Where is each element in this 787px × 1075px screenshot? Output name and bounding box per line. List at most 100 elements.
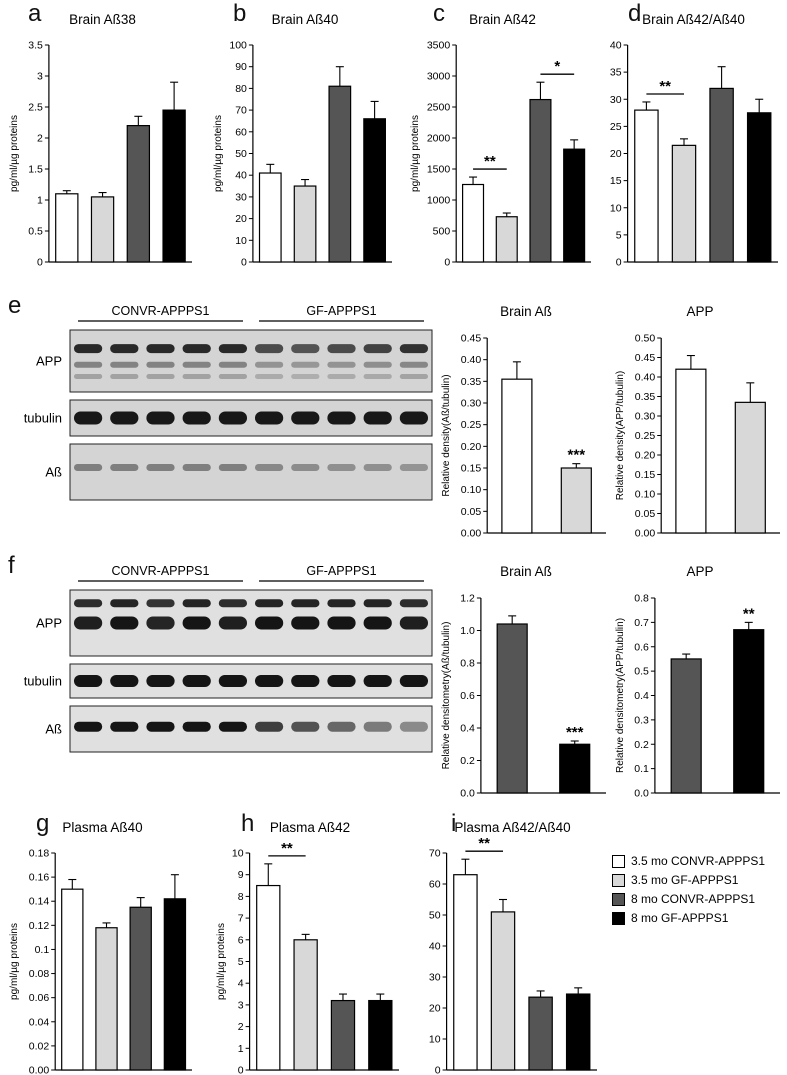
- svg-text:70: 70: [235, 105, 247, 117]
- svg-text:GF-APPPS1: GF-APPPS1: [306, 304, 376, 318]
- svg-text:0.12: 0.12: [28, 920, 49, 932]
- chart-title-brain-ratio: Brain Aß42/Aß40: [642, 12, 745, 27]
- svg-text:**: **: [659, 78, 671, 95]
- svg-text:5: 5: [238, 956, 244, 968]
- legend-swatch-darkgray: [612, 892, 625, 906]
- svg-text:0.4: 0.4: [634, 690, 649, 702]
- svg-text:0.06: 0.06: [28, 992, 49, 1004]
- svg-text:0.04: 0.04: [28, 1016, 49, 1028]
- svg-text:pg/ml/µg proteins: pg/ml/µg proteins: [9, 923, 20, 1000]
- svg-text:6: 6: [238, 934, 244, 946]
- svg-text:APP: APP: [36, 616, 62, 631]
- svg-text:0.35: 0.35: [461, 376, 482, 388]
- svg-text:0.02: 0.02: [28, 1040, 49, 1052]
- svg-text:5: 5: [615, 229, 621, 241]
- svg-text:0.2: 0.2: [460, 755, 475, 767]
- svg-text:35: 35: [609, 67, 621, 79]
- chart-title-e-app: APP: [686, 304, 714, 319]
- svg-text:pg/ml/µg proteins: pg/ml/µg proteins: [213, 115, 224, 192]
- legend-label-2: 3.5 mo GF-APPPS1: [631, 873, 739, 887]
- svg-text:***: ***: [566, 724, 584, 741]
- svg-text:30: 30: [609, 94, 621, 106]
- legend-label-1: 3.5 mo CONVR-APPPS1: [631, 854, 766, 868]
- svg-text:20: 20: [235, 213, 247, 225]
- bar-chart-e-app: 0.00 0.05 0.10 0.15 0.20 0.25 0.30 0.35 0.40 0.45…: [615, 333, 780, 540]
- svg-text:APP: APP: [36, 354, 62, 369]
- chart-title-f-brain-ab: Brain Aß: [500, 564, 552, 579]
- bar-chart-brain-ab42-ab40: 0 5 10 15 20 25 30 35 40 **: [609, 40, 778, 269]
- svg-text:tubulin: tubulin: [24, 674, 62, 689]
- svg-text:0.00: 0.00: [635, 528, 656, 540]
- svg-text:0.35: 0.35: [635, 391, 656, 403]
- svg-text:2: 2: [37, 133, 43, 145]
- panel-e-brain-ab: Brain Aß 0.00 0.05 0.10 0.15 0.20 0.25 0.30 0.3…: [438, 304, 614, 540]
- bar-chart-f-brain-ab: 0.0 0.2 0.4 0.6 0.8 1.0 1.2 Relative densitomet…: [441, 593, 606, 800]
- legend-label-3: 8 mo CONVR-APPPS1: [631, 892, 756, 906]
- svg-text:3500: 3500: [426, 40, 450, 52]
- svg-text:0.20: 0.20: [635, 450, 656, 462]
- svg-text:1000: 1000: [426, 195, 450, 207]
- svg-text:0.8: 0.8: [460, 658, 475, 670]
- legend-item-3: 8 mo CONVR-APPPS1: [612, 892, 787, 906]
- bar-chart-brain-ab42: 0 500 1000 1500 2000 2500 3000 3500 pg/ml/µg pro…: [410, 40, 591, 269]
- svg-text:3: 3: [238, 999, 244, 1011]
- svg-text:0.10: 0.10: [635, 489, 656, 501]
- svg-text:0.45: 0.45: [635, 352, 656, 364]
- svg-text:0: 0: [241, 257, 247, 269]
- panel-e: e CONVR-APPPS1 GF-APPPS1 APP tubulin Aß Brai…: [0, 292, 787, 552]
- panel-f: f CONVR-APPPS1 GF-APPPS1 APP tubulin Aß Brai…: [0, 552, 787, 808]
- svg-text:0.1: 0.1: [34, 944, 49, 956]
- svg-text:90: 90: [235, 61, 247, 73]
- panel-letter-g: g: [36, 810, 50, 837]
- svg-text:Aß: Aß: [45, 722, 62, 737]
- panel-letter-d: d: [628, 0, 642, 27]
- panel-i: i Plasma Aß42/Aß40 0 10 20 30 40 50 60 70 **: [415, 808, 610, 1075]
- svg-text:0: 0: [615, 257, 621, 269]
- svg-text:**: **: [484, 153, 496, 170]
- svg-text:30: 30: [428, 972, 440, 984]
- svg-text:0.30: 0.30: [461, 398, 482, 410]
- svg-text:Aß: Aß: [45, 465, 62, 480]
- svg-text:Relative densitometry(APP/tubu: Relative densitometry(APP/tubulin): [615, 618, 626, 773]
- svg-text:0.1: 0.1: [634, 763, 649, 775]
- legend-swatch-white: [612, 854, 625, 868]
- svg-text:Relative densitometry(Aß/tubul: Relative densitometry(Aß/tubulin): [441, 622, 452, 770]
- chart-title-brain-ab38: Brain Aß38: [69, 12, 136, 27]
- legend-swatch-black: [612, 911, 625, 925]
- svg-text:0.40: 0.40: [461, 354, 482, 366]
- svg-text:0.16: 0.16: [28, 872, 49, 884]
- bar-chart-brain-ab40: 0 10 20 30 40 50 60 70 80 90 100 pg/ml/µg proteins: [213, 40, 392, 269]
- panel-a: a Brain Aß38 0 0.5 1 1.5 2 2.5 3 3.5 pg/ml/µg pr…: [0, 0, 205, 292]
- svg-text:10: 10: [235, 235, 247, 247]
- svg-text:20: 20: [609, 148, 621, 160]
- western-blot-e: CONVR-APPPS1 GF-APPPS1 APP tubulin Aß: [24, 304, 433, 501]
- svg-text:2.5: 2.5: [28, 102, 43, 114]
- svg-text:0.50: 0.50: [635, 333, 656, 345]
- svg-text:0.08: 0.08: [28, 968, 49, 980]
- western-blot-f: CONVR-APPPS1 GF-APPPS1 APP tubulin Aß: [24, 564, 433, 753]
- panel-f-app: APP 0.0 0.1 0.2 0.3 0.4 0.5 0.6 0.7 0.8 Relative …: [612, 564, 787, 800]
- svg-text:pg/ml/µg proteins: pg/ml/µg proteins: [410, 115, 421, 192]
- svg-text:0.45: 0.45: [461, 333, 482, 345]
- svg-text:40: 40: [609, 40, 621, 52]
- svg-text:1.0: 1.0: [460, 625, 475, 637]
- chart-title-brain-ab42: Brain Aß42: [469, 12, 536, 27]
- svg-text:0: 0: [238, 1065, 244, 1075]
- svg-text:40: 40: [428, 941, 440, 953]
- svg-text:10: 10: [232, 848, 244, 860]
- svg-text:0.6: 0.6: [460, 690, 475, 702]
- svg-text:40: 40: [235, 170, 247, 182]
- svg-text:80: 80: [235, 83, 247, 95]
- panel-d: d Brain Aß42/Aß40 0 5 10 15 20 25 30 35 40 **: [600, 0, 787, 292]
- panel-h: h Plasma Aß42 0 1 2 3 4 5 6 7 8 9 10 pg/ml/µg prote…: [205, 808, 415, 1075]
- svg-text:0.20: 0.20: [461, 441, 482, 453]
- svg-text:70: 70: [428, 848, 440, 860]
- svg-text:Relative density(Aß/tubulin): Relative density(Aß/tubulin): [441, 374, 452, 496]
- svg-text:25: 25: [609, 121, 621, 133]
- svg-text:10: 10: [609, 202, 621, 214]
- svg-text:0.25: 0.25: [635, 430, 656, 442]
- svg-text:100: 100: [229, 40, 247, 52]
- svg-text:0.8: 0.8: [634, 593, 649, 605]
- svg-text:30: 30: [235, 191, 247, 203]
- svg-text:4: 4: [238, 978, 244, 990]
